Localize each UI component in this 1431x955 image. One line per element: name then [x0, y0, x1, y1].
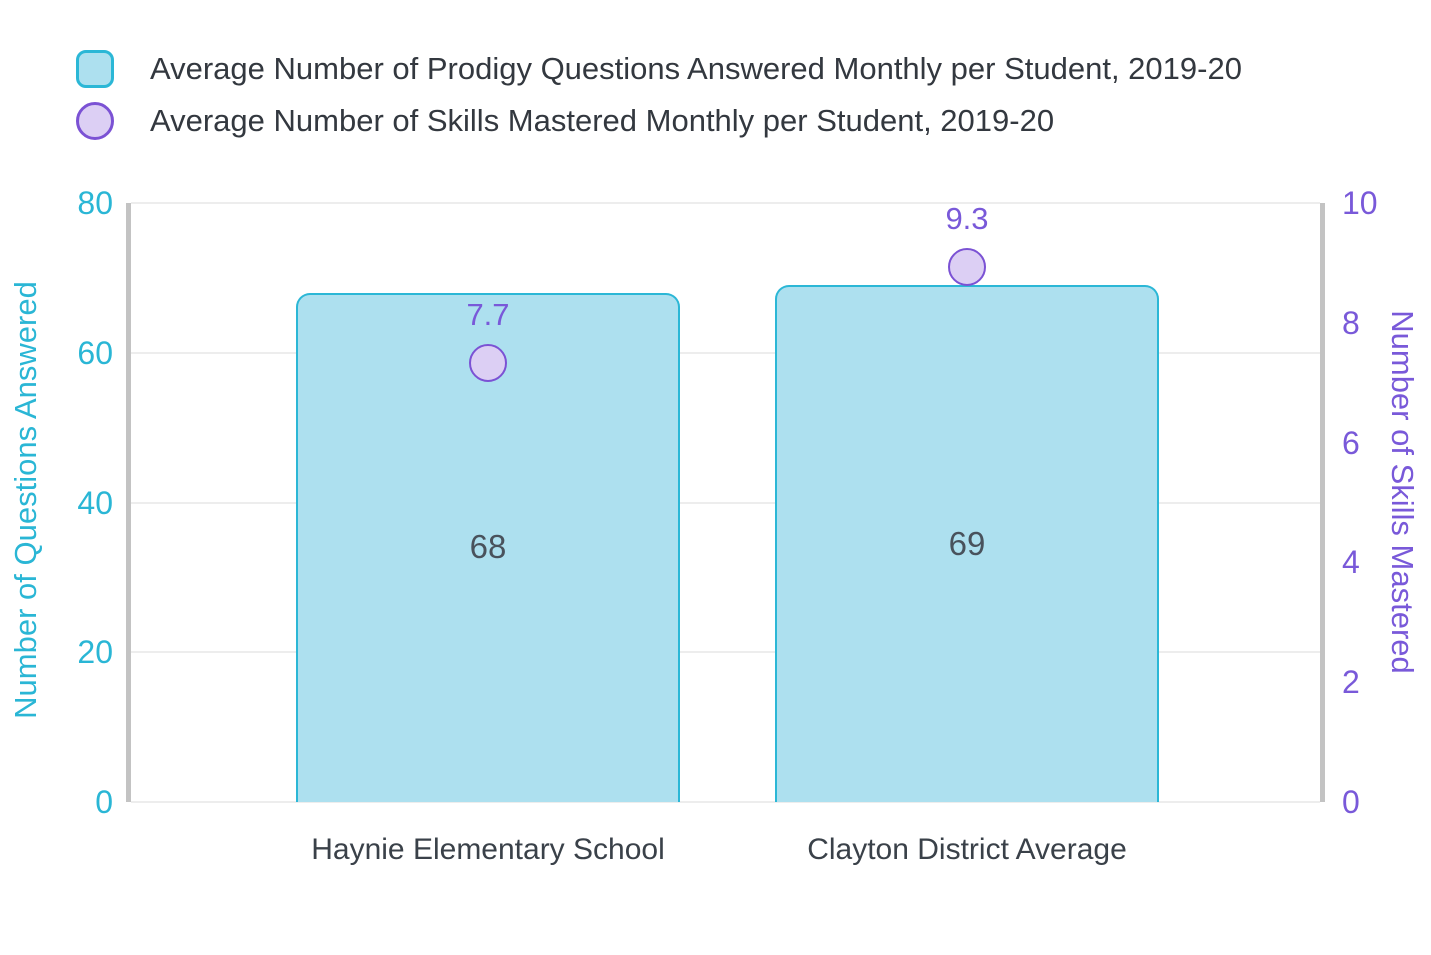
gridline-0: [131, 801, 1320, 803]
right-axis-tick-2: 2: [1342, 664, 1360, 701]
legend-item-questions-answered[interactable]: Average Number of Prodigy Questions Answ…: [76, 50, 1242, 88]
right-axis-tick-0: 0: [1342, 784, 1360, 820]
right-axis-tick-8: 8: [1342, 304, 1360, 341]
left-axis-tick-0: 0: [95, 784, 113, 820]
x-axis-label-haynie-elementary-school: Haynie Elementary School: [311, 833, 665, 866]
bar-series-swatch-icon: [76, 50, 114, 88]
legend-label: Average Number of Skills Mastered Monthl…: [150, 103, 1055, 138]
right-axis-tick-10: 10: [1342, 185, 1378, 221]
gridline-80: [131, 202, 1320, 204]
point-series-swatch-icon: [76, 102, 114, 140]
right-axis-line: [1320, 203, 1325, 802]
left-axis-tick-40: 40: [77, 484, 113, 521]
left-axis-tick-80: 80: [77, 185, 113, 221]
bar-value-label: 68: [469, 528, 507, 566]
gridline-40: [131, 501, 1320, 504]
point-clayton-district-average[interactable]: [948, 247, 986, 286]
x-axis-label-clayton-district-average: Clayton District Average: [807, 833, 1127, 866]
point-value-label: 9.3: [945, 200, 989, 236]
left-axis-tick-60: 60: [77, 334, 113, 371]
right-axis-tick-4: 4: [1342, 544, 1360, 581]
bar-clayton-district-average[interactable]: [775, 285, 1159, 802]
legend-label: Average Number of Prodigy Questions Answ…: [150, 51, 1242, 86]
legend-item-skills-mastered[interactable]: Average Number of Skills Mastered Monthl…: [76, 102, 1242, 140]
gridline-60: [131, 351, 1320, 354]
right-axis-tick-6: 6: [1342, 424, 1360, 461]
legend: Average Number of Prodigy Questions Answ…: [76, 50, 1242, 154]
point-value-label: 7.7: [466, 296, 510, 332]
left-axis-tick-20: 20: [77, 634, 113, 671]
right-axis-title: Number of Skills Mastered: [1385, 310, 1420, 674]
point-haynie-elementary-school[interactable]: [469, 343, 507, 382]
gridline-20: [131, 651, 1320, 654]
left-axis-title: Number of Questions Answered: [8, 281, 43, 719]
bar-value-label: 69: [948, 524, 986, 562]
left-axis-line: [126, 203, 131, 802]
